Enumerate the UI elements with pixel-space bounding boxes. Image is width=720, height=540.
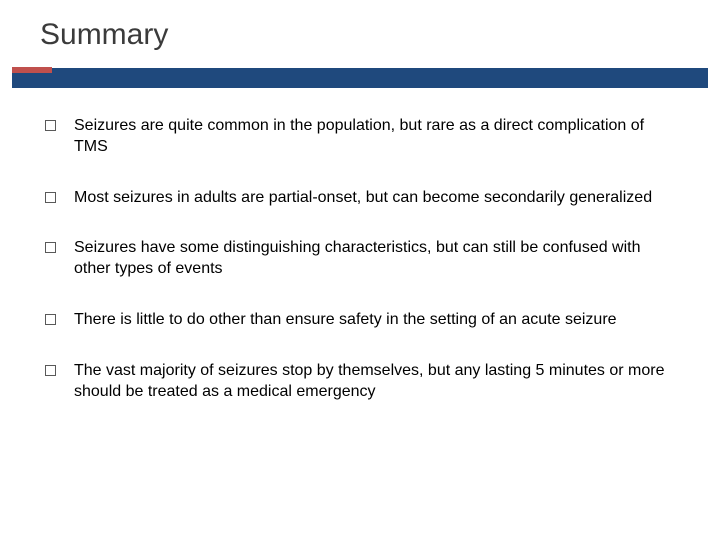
bullet-text: The vast majority of seizures stop by th… bbox=[74, 361, 675, 403]
content-area: Seizures are quite common in the populat… bbox=[0, 88, 720, 402]
slide-container: Summary Seizures are quite common in the… bbox=[0, 0, 720, 540]
divider-group bbox=[0, 68, 720, 88]
square-bullet-icon bbox=[45, 365, 56, 376]
list-item: Seizures are quite common in the populat… bbox=[45, 116, 675, 158]
bullet-text: Seizures have some distinguishing charac… bbox=[74, 238, 675, 280]
bullet-text: There is little to do other than ensure … bbox=[74, 310, 617, 331]
title-area: Summary bbox=[0, 0, 720, 60]
list-item: Most seizures in adults are partial-onse… bbox=[45, 188, 675, 209]
list-item: Seizures have some distinguishing charac… bbox=[45, 238, 675, 280]
square-bullet-icon bbox=[45, 192, 56, 203]
square-bullet-icon bbox=[45, 120, 56, 131]
accent-tab bbox=[12, 67, 52, 73]
bullet-text: Seizures are quite common in the populat… bbox=[74, 116, 675, 158]
accent-bar bbox=[12, 68, 708, 88]
slide-title: Summary bbox=[40, 18, 680, 52]
square-bullet-icon bbox=[45, 314, 56, 325]
list-item: The vast majority of seizures stop by th… bbox=[45, 361, 675, 403]
bullet-text: Most seizures in adults are partial-onse… bbox=[74, 188, 652, 209]
square-bullet-icon bbox=[45, 242, 56, 253]
list-item: There is little to do other than ensure … bbox=[45, 310, 675, 331]
